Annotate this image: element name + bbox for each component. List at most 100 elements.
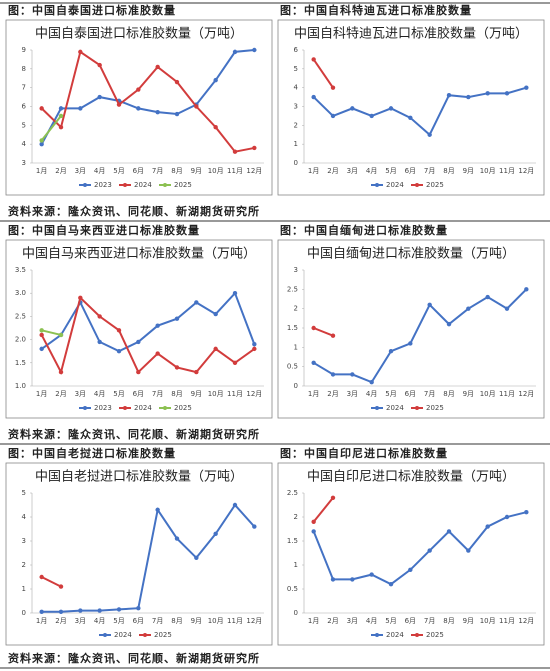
data-point [504, 514, 510, 520]
data-point [466, 548, 471, 553]
x-tick-label: 4月 [94, 167, 105, 175]
legend-label: 2024 [134, 181, 152, 189]
y-tick-label: 0 [294, 159, 298, 167]
x-tick-label: 3月 [347, 617, 358, 625]
y-tick-label: 0 [22, 609, 26, 617]
data-point [311, 519, 316, 524]
y-tick-label: 0 [294, 382, 298, 390]
legend-label: 2025 [426, 631, 444, 639]
legend-label: 2024 [386, 631, 404, 639]
x-tick-label: 5月 [385, 390, 396, 398]
x-tick-label: 3月 [347, 390, 358, 398]
data-point [39, 609, 44, 614]
series-line [313, 288, 528, 384]
x-tick-label: 6月 [133, 390, 144, 398]
data-point [213, 311, 218, 317]
data-point [136, 339, 141, 345]
x-tick-label: 1月 [308, 617, 319, 625]
x-tick-label: 10月 [480, 167, 496, 175]
data-point [39, 328, 44, 333]
x-tick-label: 8月 [443, 167, 454, 175]
y-tick-label: 5 [22, 121, 26, 129]
data-point [58, 584, 64, 589]
data-point [78, 608, 83, 613]
x-tick-label: 12月 [518, 390, 534, 398]
data-point [232, 502, 238, 508]
series-line [40, 295, 255, 375]
data-point [252, 145, 257, 151]
x-tick-label: 1月 [308, 390, 319, 398]
data-point [408, 115, 413, 121]
x-tick-label: 9月 [463, 390, 474, 398]
x-tick-label: 6月 [133, 167, 144, 175]
data-point [427, 548, 432, 553]
source-note: 资料来源：隆众资讯、同花顺、新湖期货研究所 [8, 204, 260, 218]
data-point [330, 372, 336, 377]
source-note: 资料来源：隆众资讯、同花顺、新湖期货研究所 [8, 427, 260, 441]
series-line [312, 86, 527, 137]
data-point [524, 85, 529, 90]
legend-marker [415, 633, 419, 637]
y-tick-label: 2.5 [287, 285, 298, 293]
data-point [136, 606, 141, 611]
legend-marker [123, 183, 127, 187]
legend-label: 2025 [154, 631, 172, 639]
x-tick-label: 5月 [385, 167, 396, 175]
y-tick-label: 9 [22, 46, 26, 54]
data-point [155, 507, 160, 512]
data-point [58, 609, 64, 614]
y-tick-label: 4 [22, 513, 27, 521]
legend-marker [375, 183, 379, 187]
data-point [388, 582, 394, 587]
data-point [485, 524, 490, 529]
data-point [194, 369, 199, 375]
x-tick-label: 1月 [36, 617, 47, 625]
data-point [311, 325, 316, 331]
data-point [39, 138, 44, 143]
chart-caption: 图：中国自缅甸进口标准胶数量 [280, 223, 448, 237]
data-point [136, 106, 141, 111]
y-tick-label: 2 [294, 305, 298, 313]
x-tick-label: 10月 [208, 390, 224, 398]
data-point [39, 141, 44, 147]
y-tick-label: 3 [22, 537, 26, 545]
data-point [174, 365, 180, 370]
y-tick-label: 6 [22, 103, 27, 111]
x-tick-label: 11月 [499, 617, 515, 625]
x-tick-label: 9月 [463, 617, 474, 625]
legend-marker [123, 406, 127, 410]
data-point [97, 314, 102, 319]
chart-title: 中国自泰国进口标准胶数量（万吨） [35, 26, 243, 42]
y-tick-label: 8 [22, 65, 26, 73]
x-tick-label: 3月 [75, 390, 86, 398]
data-point [58, 106, 64, 111]
x-tick-label: 4月 [94, 617, 105, 625]
series-line [40, 50, 255, 153]
y-tick-label: 5 [22, 489, 26, 497]
legend-label: 2025 [174, 404, 192, 412]
data-point [446, 529, 452, 534]
data-point [194, 104, 199, 109]
data-point [232, 360, 238, 365]
y-tick-label: 1 [294, 561, 298, 569]
x-tick-label: 11月 [499, 390, 515, 398]
x-tick-label: 2月 [55, 390, 66, 398]
data-point [116, 607, 122, 612]
x-tick-label: 8月 [171, 167, 182, 175]
x-tick-label: 8月 [443, 617, 454, 625]
data-point [213, 77, 218, 83]
x-tick-label: 3月 [75, 167, 86, 175]
series-line [41, 576, 62, 588]
x-tick-label: 7月 [424, 167, 435, 175]
y-tick-label: 0.5 [287, 585, 298, 593]
legend-marker [415, 183, 419, 187]
x-tick-label: 4月 [94, 390, 105, 398]
data-point [466, 94, 471, 100]
x-tick-label: 7月 [424, 617, 435, 625]
data-point [232, 149, 238, 154]
legend-marker [375, 406, 379, 410]
data-point [252, 524, 257, 529]
data-point [174, 79, 180, 85]
data-point [97, 94, 102, 100]
